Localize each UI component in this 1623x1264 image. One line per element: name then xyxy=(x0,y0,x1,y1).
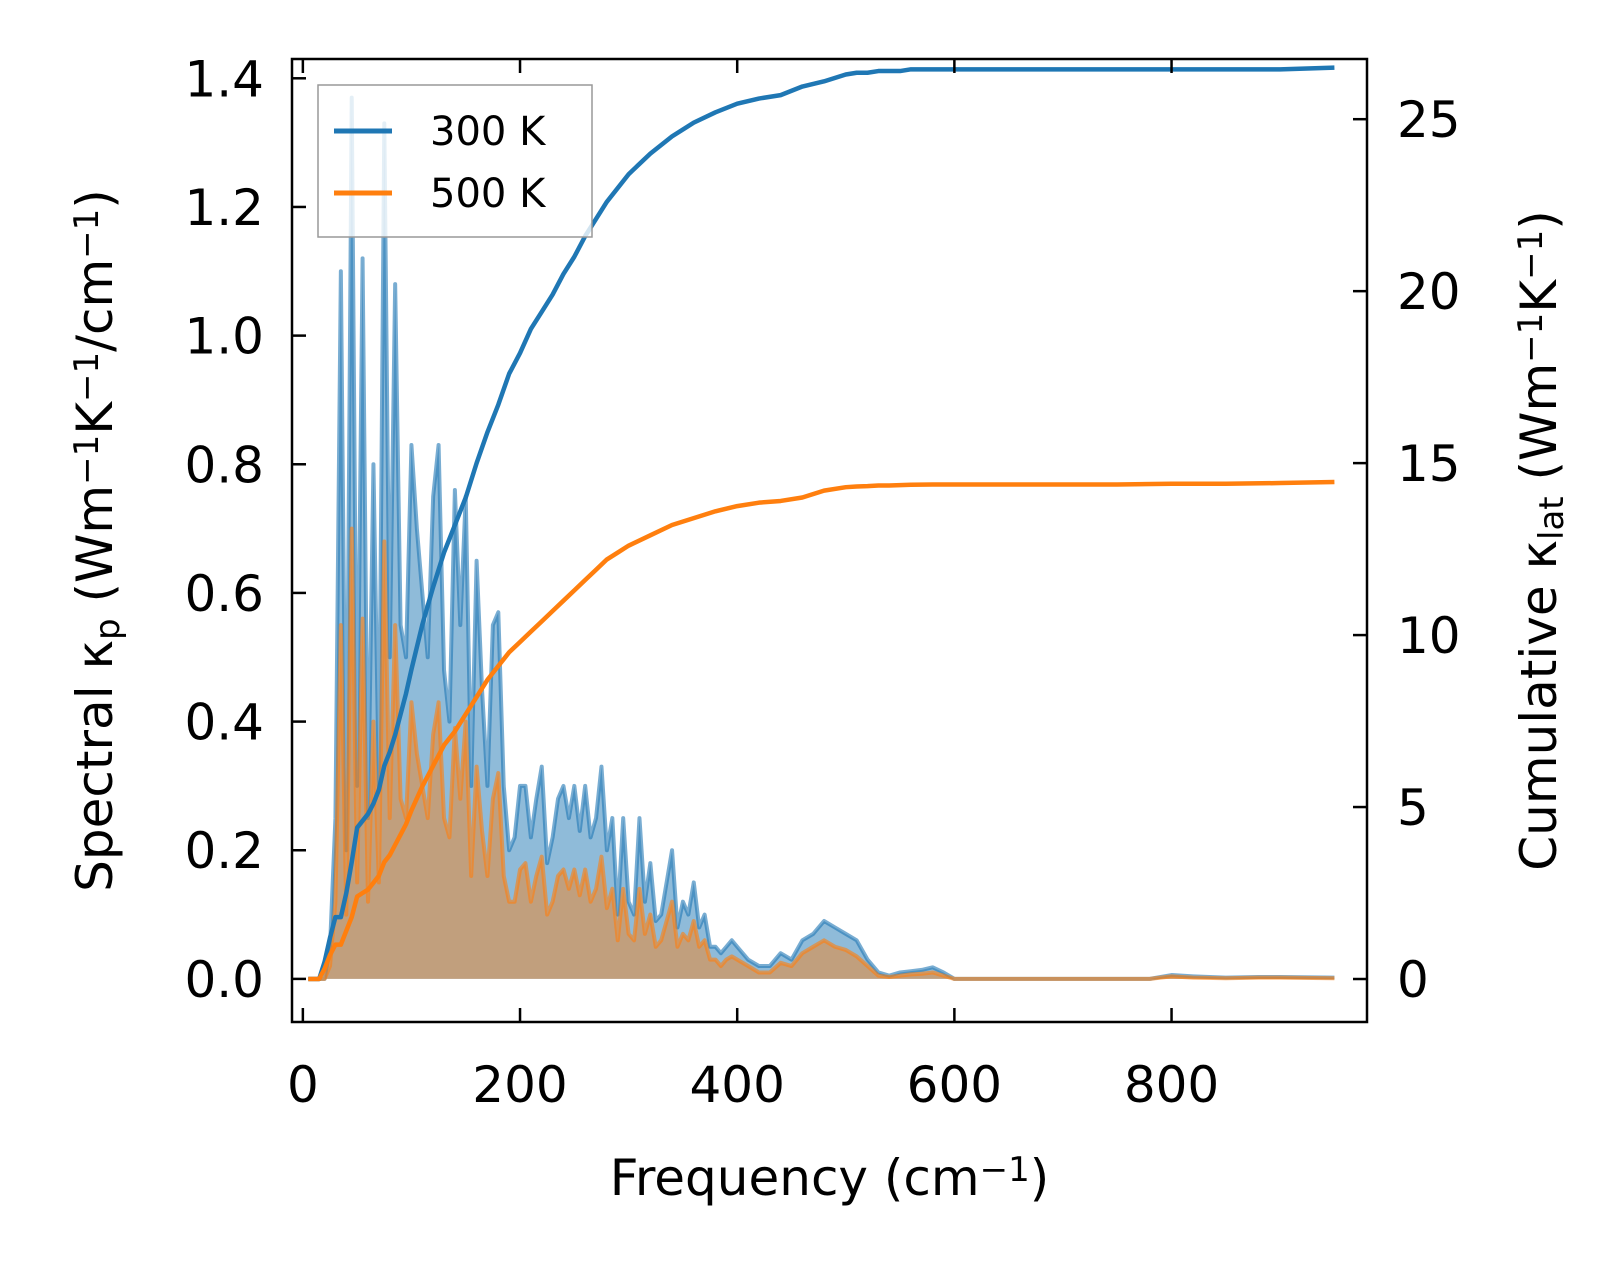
spectral-line-300k xyxy=(308,95,1335,981)
y-left-tick-label: 0.2 xyxy=(184,822,264,880)
y-left-tick-label: 0.0 xyxy=(184,951,264,1009)
legend-box xyxy=(317,84,593,238)
label-superscript: −1 xyxy=(1511,313,1551,363)
label-superscript: −1 xyxy=(1511,230,1551,280)
label-part: (Wm xyxy=(66,485,124,619)
y-left-tick-label: 0.6 xyxy=(184,565,264,623)
y-left-tick-label: 0.4 xyxy=(184,694,264,752)
y-left-axis-label: Spectral κp (Wm−1K−1/cm−1) xyxy=(66,189,128,892)
label-part: ) xyxy=(1030,1149,1050,1207)
legend-label-300k: 300 K xyxy=(430,109,547,155)
label-superscript: −1 xyxy=(67,435,107,485)
y-left-tick-label: 1.2 xyxy=(184,179,264,237)
label-part: K xyxy=(1510,279,1568,313)
y-right-tick-label: 15 xyxy=(1397,435,1461,493)
y-left-tick-label: 0.8 xyxy=(184,436,264,494)
label-part: Frequency (cm xyxy=(610,1149,980,1207)
label-part: Spectral κ xyxy=(66,640,124,892)
x-tick-label: 0 xyxy=(287,1056,319,1114)
label-subscript: lat xyxy=(1532,496,1572,540)
x-tick-label: 400 xyxy=(689,1056,784,1114)
label-subscript: p xyxy=(88,618,128,640)
legend-label-500k: 500 K xyxy=(430,171,547,217)
label-superscript: −1 xyxy=(980,1150,1030,1190)
plot-frame xyxy=(290,57,1369,1024)
label-superscript: −1 xyxy=(67,352,107,402)
y-right-tick-label: 10 xyxy=(1397,607,1461,665)
cumulative-line-300k xyxy=(308,65,1335,982)
y-right-tick-label: 5 xyxy=(1397,779,1429,837)
y-left-tick-label: 1.0 xyxy=(184,308,264,366)
label-part: ) xyxy=(66,189,124,209)
label-superscript: −1 xyxy=(67,209,107,259)
label-part: /cm xyxy=(66,259,124,352)
plot-area xyxy=(308,65,1335,982)
spectral-fill-500k xyxy=(308,528,1335,979)
cumulative-line-500k xyxy=(308,479,1335,982)
y-right-axis-label: Cumulative κlat (Wm−1K−1) xyxy=(1510,210,1572,870)
label-part: Cumulative κ xyxy=(1510,540,1568,871)
label-part: K xyxy=(66,401,124,435)
spectral-line-500k xyxy=(308,526,1335,981)
x-axis-label: Frequency (cm−1) xyxy=(610,1149,1050,1207)
x-tick-label: 600 xyxy=(907,1056,1002,1114)
label-part: (Wm xyxy=(1510,363,1568,497)
label-part: ) xyxy=(1510,210,1568,230)
legend: 300 K 500 K xyxy=(317,84,593,238)
x-tick-label: 200 xyxy=(472,1056,567,1114)
y-right-tick-label: 25 xyxy=(1397,91,1461,149)
spectral-fill-300k xyxy=(308,97,1335,979)
y-right-tick-label: 20 xyxy=(1397,263,1461,321)
y-right-tick-label: 0 xyxy=(1397,951,1429,1009)
x-tick-label: 800 xyxy=(1124,1056,1219,1114)
y-left-tick-label: 1.4 xyxy=(184,50,264,108)
